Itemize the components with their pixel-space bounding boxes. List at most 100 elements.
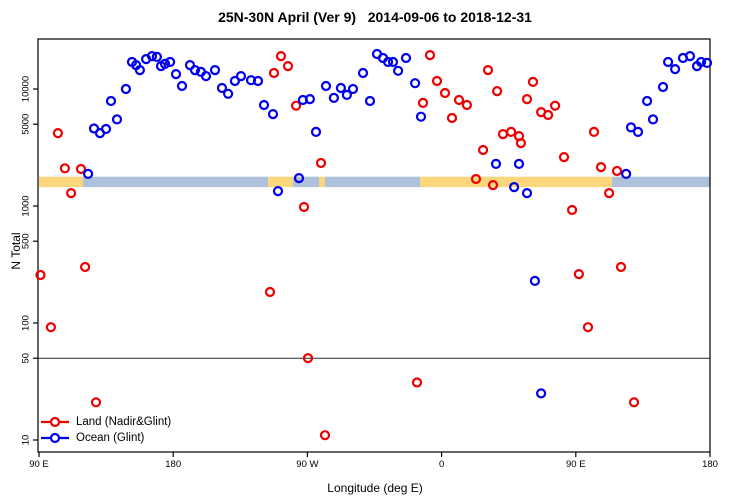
data-point-land [75,163,87,175]
data-point-land [521,93,533,105]
data-point-ocean [134,64,145,76]
data-point-ocean [272,186,284,197]
data-point-land [35,269,46,281]
data-point-land [611,165,623,177]
data-point-land [582,322,594,333]
x-tick-label: 180 [165,459,181,470]
data-point-ocean [200,70,212,82]
data-point-land [411,377,423,388]
data-point-ocean [252,75,264,87]
data-point-land [424,49,436,61]
data-point-land [527,76,539,88]
x-tick-label: 90 E [29,459,49,470]
y-tick-label: 1000 [21,195,32,216]
data-point-ocean [151,51,162,63]
data-point-land [506,126,517,137]
data-point-land [492,85,503,97]
data-point-ocean [267,108,279,120]
data-point-ocean [310,126,322,137]
data-point-land [461,99,472,111]
data-point-ocean [662,56,674,68]
x-tick-label: 180 [702,459,718,470]
data-point-land [558,152,570,163]
legend-label-ocean: Ocean (Glint) [76,432,145,444]
data-point-land [615,261,627,273]
data-point-ocean [625,122,637,133]
data-point-ocean [304,93,315,105]
data-point-ocean [383,56,394,68]
data-point-land [542,109,554,121]
y-tick-label: 50 [21,353,32,364]
data-point-ocean [320,80,332,92]
y-tick-label: 500 [21,233,32,249]
surface-band-segment-land [268,176,293,188]
x-tick-label: 0 [439,459,444,470]
surface-band-segment-ocean [612,176,710,188]
data-point-ocean [393,65,404,76]
ocean-legend-key-icon [41,432,69,444]
data-point-land [319,430,331,441]
data-point-ocean [490,158,502,169]
x-tick-label: 90 E [566,459,586,470]
surface-band-segment-land [39,176,83,188]
data-point-land [482,64,494,76]
y-tick-label: 5000 [21,114,32,135]
data-point-ocean [146,50,158,62]
data-point-land [79,261,91,273]
data-point-land [65,188,77,199]
legend-item-ocean: Ocean (Glint) [40,430,171,446]
data-point-ocean [100,123,112,135]
surface-band-segment-ocean [292,176,320,188]
data-point-land [282,60,294,72]
data-point-land [603,188,615,199]
data-point-ocean [176,80,188,92]
data-point-ocean [535,388,547,399]
data-point-land [439,87,451,99]
data-point-ocean [364,95,376,107]
data-point-ocean [513,158,525,169]
data-point-land [275,50,287,62]
data-point-land [573,269,585,280]
data-point-land [52,128,64,139]
data-point-ocean [508,182,520,193]
surface-band-segment-ocean [324,176,420,188]
data-point-ocean [657,81,669,93]
data-point-ocean [410,78,421,89]
data-point-ocean [229,75,240,87]
data-point-ocean [293,173,305,184]
surface-band-segment-land [419,176,613,188]
data-point-ocean [235,70,247,82]
data-point-land [446,112,458,124]
data-point-ocean [400,52,412,64]
data-point-ocean [641,95,653,107]
data-point-land [431,75,443,87]
data-point-ocean [415,111,427,122]
data-point-ocean [669,63,681,75]
y-tick-label: 10 [21,435,32,446]
data-point-land [90,397,102,408]
data-point-ocean [357,67,369,79]
data-point-land [268,67,280,79]
data-point-ocean [82,168,94,179]
data-point-ocean [216,82,228,94]
data-point-land [588,126,600,137]
data-point-ocean [347,83,359,95]
data-point-land [478,144,489,156]
data-point-ocean [387,56,399,68]
data-point-land [453,94,465,106]
data-point-ocean [189,64,201,76]
land-legend-key-icon [41,416,69,428]
data-point-ocean [647,114,659,125]
data-point-ocean [209,64,221,76]
data-point-land [470,173,482,185]
data-point-ocean [120,83,132,95]
data-point-ocean [159,58,171,70]
data-point-ocean [165,56,176,68]
y-tick-label: 10000 [21,76,32,102]
data-point-land [515,138,527,149]
data-point-land [595,162,607,173]
data-point-land [291,100,302,111]
data-point-land [417,97,429,109]
